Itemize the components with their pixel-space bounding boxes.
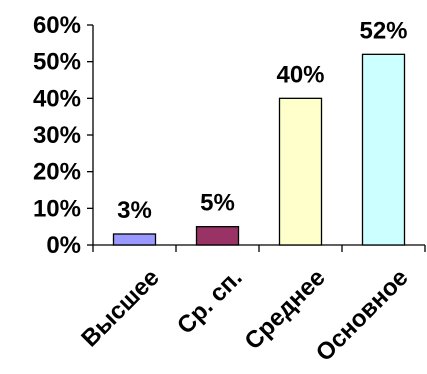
bar-3	[278, 97, 323, 246]
data-label: 52%	[359, 17, 407, 44]
bar-2	[195, 226, 240, 246]
bar-1	[112, 233, 157, 246]
data-label: 5%	[200, 190, 235, 217]
y-tick-label: 40%	[33, 85, 81, 112]
category-label: Высшее	[76, 264, 164, 352]
bar-4	[361, 53, 406, 246]
y-tick-label: 60%	[33, 12, 81, 39]
category-label: Ср. сп.	[172, 264, 248, 340]
y-tick-label: 20%	[33, 159, 81, 186]
y-tick-label: 30%	[33, 122, 81, 149]
data-label: 3%	[117, 197, 152, 224]
y-tick-label: 50%	[33, 49, 81, 76]
data-label: 40%	[276, 61, 324, 88]
y-tick-label: 0%	[46, 232, 81, 259]
y-tick-label: 10%	[33, 195, 81, 222]
